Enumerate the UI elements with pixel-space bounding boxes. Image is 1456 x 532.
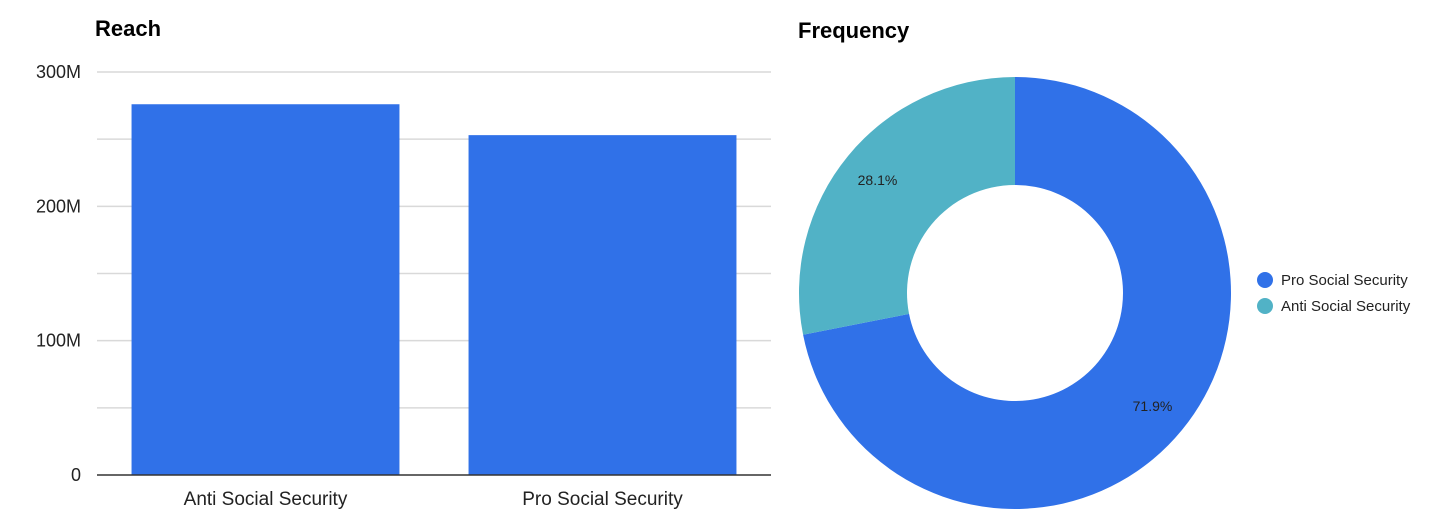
legend-marker [1257, 272, 1273, 288]
reach-bar-chart: Anti Social Security Pro Social Security 0… [36, 62, 771, 510]
frequency-chart-title: Frequency [798, 18, 910, 43]
bar-1 [468, 135, 737, 476]
x-tick-label: Anti Social Security [184, 489, 348, 510]
y-tick-label: 300M [36, 62, 81, 82]
legend-label: Anti Social Security [1281, 298, 1411, 315]
y-tick-label: 200M [36, 196, 81, 216]
y-tick-label: 0 [71, 465, 81, 485]
donut-slice-1 [799, 77, 1015, 335]
donut-slice-0 [803, 77, 1231, 509]
x-tick-label: Pro Social Security [522, 489, 683, 510]
bar-0 [131, 104, 400, 476]
slice-label: 71.9% [1133, 398, 1173, 414]
legend-label: Pro Social Security [1281, 272, 1408, 289]
legend-marker [1257, 298, 1273, 314]
y-tick-label: 100M [36, 331, 81, 351]
slice-label: 28.1% [858, 172, 898, 188]
reach-chart-title: Reach [95, 16, 162, 41]
